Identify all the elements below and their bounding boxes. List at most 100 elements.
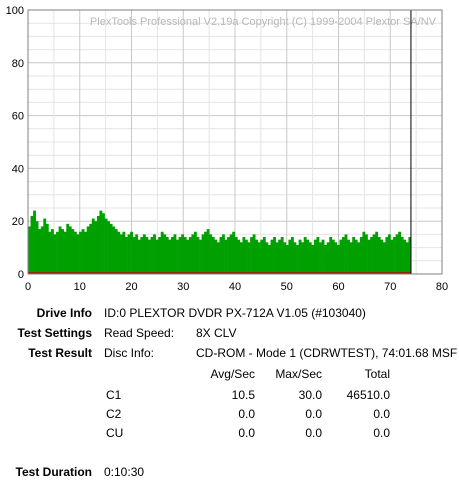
x-tick-label: 60 [332,281,344,293]
c1-bar [390,239,394,274]
c1-bar [283,242,287,274]
c1-bar [339,239,343,274]
c1-bar [408,237,412,274]
y-tick-labels: 0 20 40 60 80 100 [6,5,24,281]
c1-bar [186,239,190,274]
c1-bar [158,237,162,274]
x-tick-labels: 0 10 20 30 40 50 60 70 80 [25,281,448,293]
c1-bar [285,244,289,274]
c1-bar [301,242,305,274]
c1-bar [73,231,77,274]
c1-bar [306,239,310,274]
c1-bar [321,239,325,274]
row-name-c1: C1 [106,388,122,402]
c1-bar [298,239,302,274]
read-speed-label: Read Speed: [104,326,175,340]
c1-bar [403,239,407,274]
c1-bar [53,234,57,274]
c1-bar [206,229,210,274]
c1-bar [28,226,31,274]
c1-bar [45,223,49,274]
c2-total: 0.0 [373,407,390,421]
c1-bar [354,239,358,274]
x-tick-label: 10 [74,281,86,293]
test-result-label: Test Result [28,346,92,360]
c1-bar [160,231,164,274]
c1-bar [375,231,379,274]
c1-bar [296,244,299,274]
c1-bar [201,234,205,274]
c1-bar [168,239,172,274]
c1-bar [30,215,34,274]
c1-bar [94,221,98,274]
y-tick-label: 60 [12,111,24,123]
c1-total: 46510.0 [346,388,390,402]
c1-avg: 10.5 [231,388,255,402]
c1-bar [234,237,238,274]
read-speed-value: 8X CLV [196,326,237,340]
drive-info-label: Drive Info [36,306,92,320]
c1-bar [191,234,195,274]
c1-bar [387,234,391,274]
c1-bar [130,231,133,274]
error-rate-chart: PlexTools Professional V2.19a Copyright … [6,5,448,293]
c1-bar [173,234,177,274]
c1-bar [326,242,330,274]
c1-bar [398,231,402,274]
c1-bar [347,239,350,274]
c1-bar [267,244,271,274]
c1-bar [181,234,185,274]
c1-bar [214,239,218,274]
c1-bar [142,234,146,274]
col-header-avg: Avg/Sec [210,367,255,381]
c1-bar [165,237,169,274]
c1-bar [336,244,340,274]
c1-bar [331,239,335,274]
c1-bar [334,242,338,274]
c1-bar [319,242,322,274]
c1-bar [56,231,59,274]
c1-bar [66,223,70,274]
c1-bar [140,237,144,274]
c1-bar [393,237,396,274]
y-tick-label: 40 [12,163,24,175]
c1-bar [385,237,389,274]
c1-bar [114,229,118,274]
c1-bar [405,242,409,274]
c1-bar [239,242,243,274]
plot-frame [27,9,443,275]
c1-bar [400,237,404,274]
c1-bar [170,237,174,274]
c1-bar [196,237,200,274]
x-tick-label: 80 [436,281,448,293]
c1-bar [50,229,54,274]
c1-bar [68,226,72,274]
c1-bar [71,229,75,274]
c1-bar [324,244,328,274]
c1-bar [257,242,261,274]
c1-bar [109,223,113,274]
test-settings-label: Test Settings [17,326,92,340]
c1-bar [178,237,182,274]
c1-bar [367,239,371,274]
c1-bar [147,239,151,274]
c1-bar [313,239,317,274]
c1-bar [163,234,167,274]
c1-bar [260,239,264,274]
c1-bar [107,221,110,274]
c1-bar [137,239,141,274]
c1-bar [329,237,333,274]
c1-bar [33,210,36,274]
test-duration-label: Test Duration [15,465,92,479]
c1-bar [84,231,88,274]
c1-bar [86,226,90,274]
c1-bar [265,242,269,274]
c1-bar [125,237,128,274]
c1-bar [99,210,103,274]
c1-bar [227,237,230,274]
c1-bar [303,237,307,274]
c1-bar [35,221,39,274]
c1-bar [278,239,282,274]
c1-bar [275,242,279,274]
c1-bar [316,237,320,274]
